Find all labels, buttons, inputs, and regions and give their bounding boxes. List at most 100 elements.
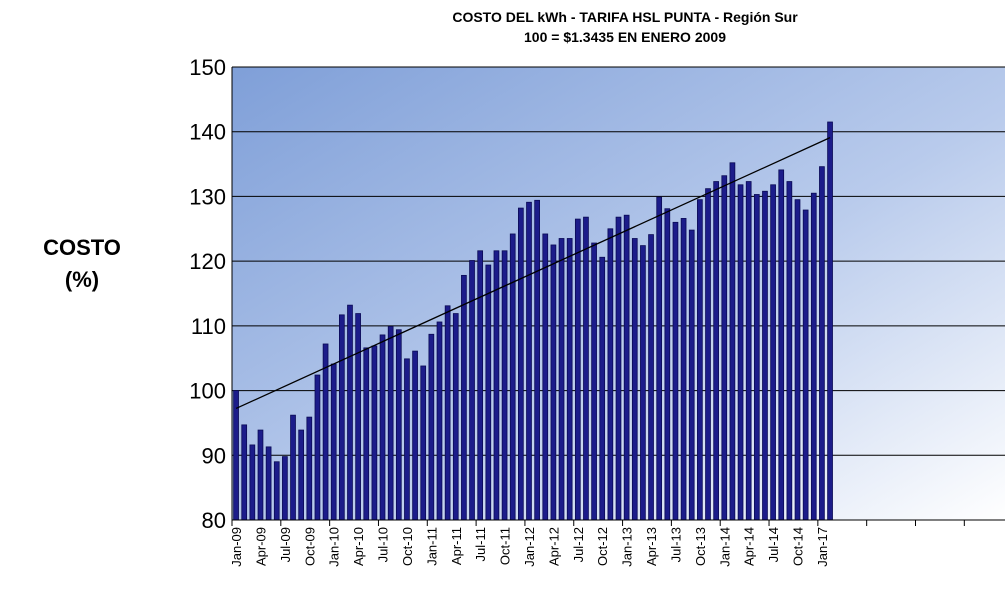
x-tick-label: Jan-17 xyxy=(815,527,830,567)
bar xyxy=(306,416,313,521)
bar xyxy=(656,196,663,521)
x-tick-label: Oct-14 xyxy=(791,527,806,566)
y-tick-label: 120 xyxy=(189,249,226,274)
x-tick-label: Jul-11 xyxy=(473,527,488,561)
bar xyxy=(420,365,427,521)
bar xyxy=(680,218,687,521)
y-axis-label: (%) xyxy=(65,267,99,292)
bar xyxy=(387,326,394,521)
x-tick-label: Jul-14 xyxy=(766,527,781,562)
bar xyxy=(355,313,361,521)
bar xyxy=(233,390,239,521)
bar xyxy=(518,207,524,521)
bar xyxy=(550,244,557,521)
x-tick-label: Oct-11 xyxy=(498,527,513,565)
bar xyxy=(762,190,768,521)
bar xyxy=(664,208,671,521)
bar xyxy=(729,162,736,521)
bar xyxy=(249,444,256,521)
y-tick-label: 140 xyxy=(189,120,226,145)
x-tick-label: Apr-11 xyxy=(449,527,464,565)
y-tick-label: 110 xyxy=(191,314,226,339)
x-tick-label: Jan-11 xyxy=(424,527,439,566)
y-axis-label: COSTO xyxy=(43,235,121,260)
bar xyxy=(379,334,386,521)
x-tick-label: Jul-09 xyxy=(278,527,293,562)
bar xyxy=(273,461,280,521)
bar xyxy=(574,218,581,521)
bar xyxy=(290,414,296,521)
x-tick-label: Jul-13 xyxy=(668,527,683,562)
bar xyxy=(688,229,695,521)
bar xyxy=(412,350,418,521)
x-tick-label: Jul-12 xyxy=(571,527,586,562)
chart-title: COSTO DEL kWh - TARIFA HSL PUNTA - Regió… xyxy=(452,9,798,25)
bar xyxy=(322,343,329,521)
x-tick-label: Oct-09 xyxy=(302,527,317,566)
x-tick-label: Apr-14 xyxy=(742,527,757,566)
x-tick-label: Apr-09 xyxy=(253,527,268,566)
bar xyxy=(786,181,793,521)
bar xyxy=(583,216,589,521)
bar xyxy=(607,228,614,521)
bar xyxy=(428,333,435,521)
x-tick-label: Jan-14 xyxy=(717,527,732,567)
bar xyxy=(282,456,288,521)
bar xyxy=(753,194,760,521)
bar xyxy=(330,363,337,521)
bar xyxy=(615,216,622,521)
bar xyxy=(648,234,654,521)
bar xyxy=(591,242,597,521)
bar xyxy=(347,304,353,521)
bar xyxy=(745,181,752,521)
bar xyxy=(640,245,646,521)
chart-subtitle: 100 = $1.3435 EN ENERO 2009 xyxy=(524,29,726,45)
bar xyxy=(404,358,410,521)
x-tick-label: Apr-10 xyxy=(351,527,366,566)
y-tick-label: 130 xyxy=(189,184,226,209)
bar xyxy=(566,238,573,521)
bar xyxy=(623,214,630,521)
bar xyxy=(631,238,638,521)
x-tick-label: Oct-10 xyxy=(400,527,415,566)
bar xyxy=(444,305,451,521)
bar xyxy=(794,199,801,521)
bar xyxy=(371,345,378,521)
bar xyxy=(558,238,565,521)
bar xyxy=(802,209,809,521)
bar xyxy=(501,250,508,521)
bar xyxy=(542,233,549,521)
bar xyxy=(265,446,272,521)
x-tick-label: Jan-12 xyxy=(522,527,537,567)
y-tick-label: 100 xyxy=(189,379,226,404)
x-tick-label: Jan-10 xyxy=(327,527,342,567)
bar xyxy=(534,199,540,521)
bar xyxy=(461,274,467,521)
bar xyxy=(339,314,345,521)
x-tick-label: Apr-13 xyxy=(644,527,659,566)
bar xyxy=(436,321,443,521)
bar xyxy=(363,347,370,521)
x-tick-label: Jul-10 xyxy=(376,527,391,562)
bar xyxy=(298,429,305,521)
bar xyxy=(395,329,402,521)
bar xyxy=(737,184,744,521)
bar xyxy=(477,250,484,521)
bar xyxy=(705,188,711,521)
bar xyxy=(672,221,679,521)
y-tick-label: 150 xyxy=(189,55,226,80)
y-tick-label: 80 xyxy=(202,508,226,533)
y-tick-label: 90 xyxy=(202,443,226,468)
bar xyxy=(452,313,459,521)
x-tick-label: Apr-12 xyxy=(546,527,561,566)
x-tick-label: Jan-13 xyxy=(620,527,635,567)
bar xyxy=(778,169,785,521)
bar xyxy=(770,184,776,521)
bar xyxy=(819,166,825,521)
bar xyxy=(721,175,728,521)
bar xyxy=(599,256,606,521)
bar xyxy=(485,264,492,521)
bar xyxy=(241,424,248,521)
bar xyxy=(697,199,703,521)
